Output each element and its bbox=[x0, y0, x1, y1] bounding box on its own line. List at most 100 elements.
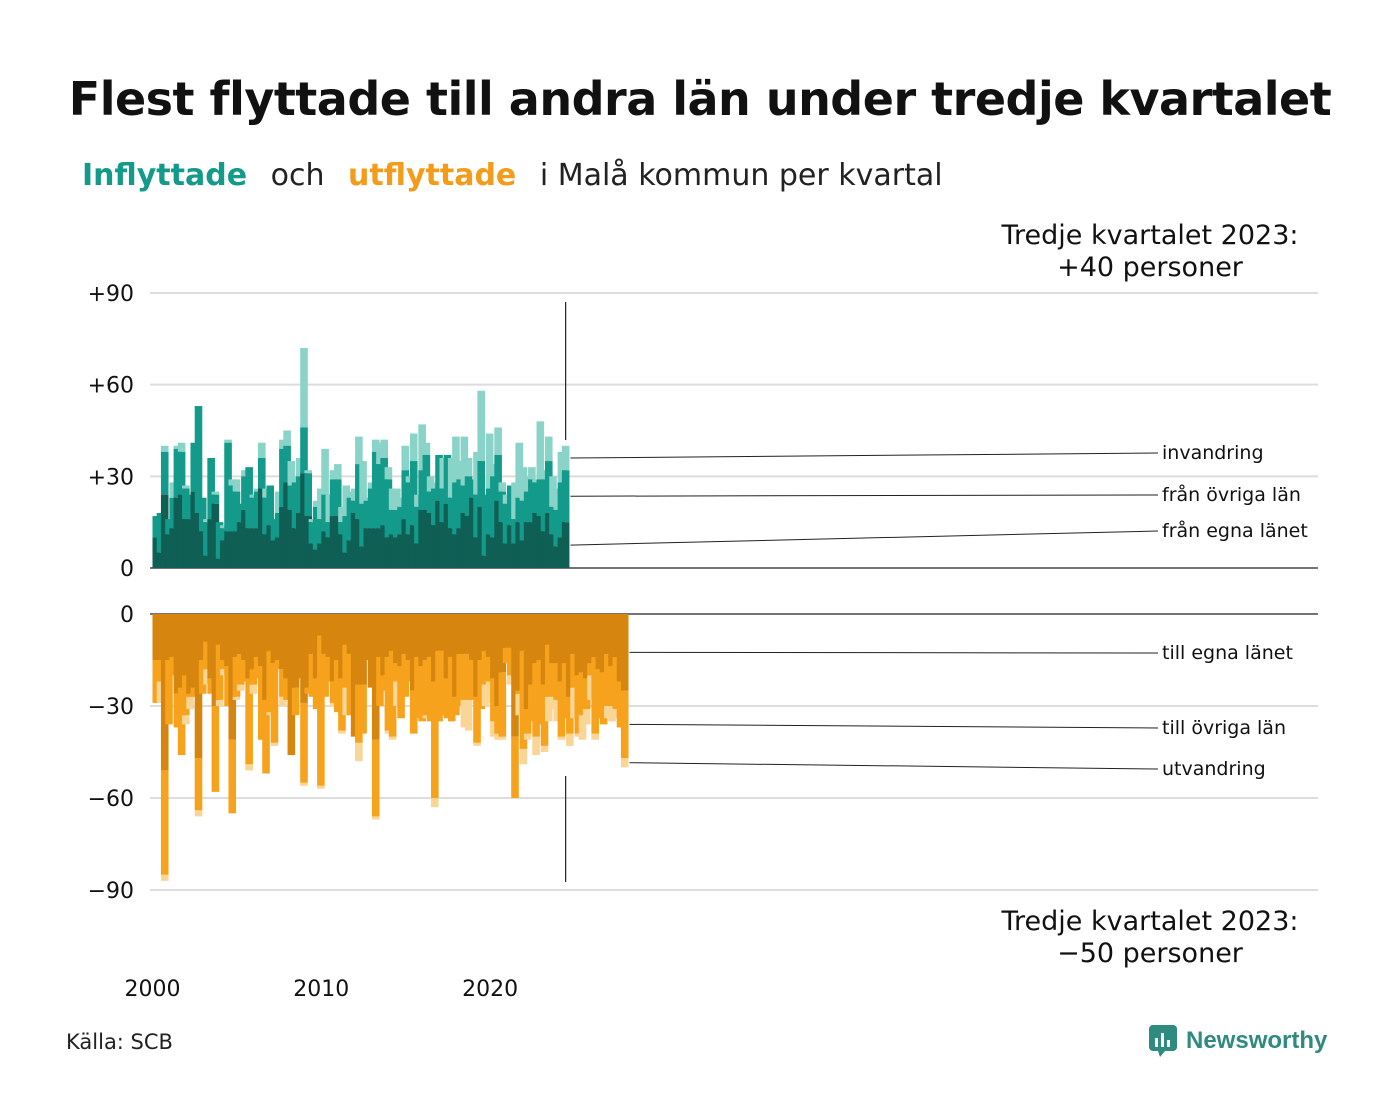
bar-out-own bbox=[236, 614, 245, 654]
bar-in-immigration bbox=[308, 519, 317, 523]
bar-out-emigration bbox=[182, 715, 190, 725]
bar-in-immigration bbox=[160, 445, 169, 452]
bar-in-immigration bbox=[485, 433, 494, 489]
bar-in-other bbox=[414, 506, 422, 544]
bar-out-own bbox=[283, 614, 291, 679]
bar-in-immigration bbox=[422, 442, 431, 455]
bar-out-own bbox=[515, 614, 524, 691]
bar-out-other bbox=[557, 681, 566, 737]
newsworthy-logo: Newsworthy bbox=[1148, 1024, 1327, 1058]
bar-in-other bbox=[350, 500, 359, 513]
bar-out-emigration bbox=[249, 684, 258, 694]
bar-out-own bbox=[532, 614, 540, 664]
bar-out-other bbox=[561, 663, 570, 719]
bar-in-other bbox=[557, 482, 566, 538]
bar-in-immigration bbox=[384, 467, 393, 480]
xtick-label: 2000 bbox=[125, 977, 181, 1002]
bar-in-other bbox=[464, 476, 473, 517]
bar-in-immigration bbox=[549, 476, 557, 507]
bar-in-other bbox=[338, 522, 346, 535]
bar-in-immigration bbox=[426, 476, 435, 492]
bar-out-emigration bbox=[523, 733, 532, 740]
bar-out-own bbox=[295, 614, 304, 679]
bar-out-own bbox=[608, 614, 616, 667]
bar-in-other bbox=[156, 513, 165, 553]
bar-out-own bbox=[376, 614, 384, 657]
bar-in-other bbox=[186, 494, 194, 520]
bar-in-own bbox=[312, 549, 321, 568]
bottom-ytick-label: −60 bbox=[88, 787, 134, 812]
bar-in-immigration bbox=[283, 430, 291, 446]
bar-in-own bbox=[262, 534, 270, 568]
bar-in-other bbox=[443, 454, 452, 504]
bar-in-own bbox=[321, 531, 329, 568]
bar-out-emigration bbox=[220, 669, 228, 676]
bar-in-own bbox=[544, 513, 553, 568]
bar-in-own bbox=[473, 537, 481, 568]
bar-out-own bbox=[245, 614, 253, 679]
bar-out-other bbox=[224, 666, 232, 706]
bar-out-other bbox=[435, 650, 443, 722]
bar-out-emigration bbox=[160, 874, 169, 881]
bar-out-own bbox=[274, 614, 283, 660]
bar-out-emigration bbox=[329, 702, 338, 706]
bar-in-other bbox=[431, 488, 439, 526]
bar-out-other bbox=[258, 666, 266, 740]
annotation-top-line1: Tredje kvartalet 2023: bbox=[1001, 220, 1299, 251]
bar-in-other bbox=[215, 522, 224, 559]
bar-in-own bbox=[380, 525, 388, 568]
bar-in-other bbox=[224, 442, 232, 532]
bar-out-emigration bbox=[266, 712, 275, 716]
bar-out-own bbox=[485, 614, 494, 657]
bar-out-emigration bbox=[232, 696, 241, 700]
bar-in-other bbox=[300, 427, 308, 474]
bar-in-other bbox=[190, 442, 199, 492]
bar-out-own bbox=[165, 614, 173, 660]
bar-in-other bbox=[245, 467, 253, 529]
bar-in-other bbox=[447, 497, 456, 529]
bar-in-own bbox=[439, 522, 448, 568]
bar-out-other bbox=[422, 660, 431, 716]
bar-out-other bbox=[553, 663, 561, 700]
bar-in-own bbox=[317, 543, 325, 568]
series-leader-line bbox=[570, 452, 1159, 459]
bar-in-own bbox=[300, 473, 308, 568]
bar-out-other bbox=[405, 660, 414, 682]
bar-in-other bbox=[540, 479, 549, 532]
bar-in-immigration bbox=[325, 494, 334, 523]
bar-out-own bbox=[211, 614, 220, 706]
subtitle-inflyttade: Inflyttade bbox=[82, 158, 248, 193]
bar-in-own bbox=[245, 528, 253, 568]
bar-in-own bbox=[228, 531, 237, 568]
bar-out-other bbox=[253, 656, 262, 679]
bar-out-other bbox=[523, 709, 532, 734]
bar-out-other bbox=[595, 669, 604, 719]
bar-out-own bbox=[338, 614, 346, 679]
bar-in-immigration bbox=[258, 442, 266, 458]
bar-in-own bbox=[388, 534, 397, 568]
bar-out-emigration bbox=[355, 742, 363, 762]
bar-in-immigration bbox=[304, 470, 313, 474]
bar-out-other bbox=[393, 663, 401, 682]
bar-out-emigration bbox=[574, 733, 583, 737]
bar-out-own bbox=[418, 614, 426, 667]
bar-out-other bbox=[190, 687, 199, 697]
bar-in-other bbox=[160, 451, 169, 495]
bar-out-emigration bbox=[557, 736, 566, 740]
bar-out-other bbox=[236, 653, 245, 685]
bar-out-other bbox=[409, 690, 418, 734]
bar-in-other bbox=[528, 479, 536, 523]
bar-out-other bbox=[544, 644, 553, 697]
bar-in-immigration bbox=[460, 436, 469, 486]
bar-in-own bbox=[207, 519, 215, 568]
bar-out-own bbox=[481, 614, 490, 651]
bar-in-immigration bbox=[173, 445, 182, 449]
bar-out-other bbox=[616, 681, 625, 728]
bar-in-immigration bbox=[169, 482, 177, 498]
bar-in-other bbox=[165, 519, 173, 535]
bar-out-own bbox=[528, 614, 536, 685]
bar-out-emigration bbox=[342, 687, 350, 716]
xtick-label: 2010 bbox=[293, 977, 349, 1002]
bar-out-own bbox=[540, 614, 549, 685]
bar-in-immigration bbox=[228, 479, 237, 486]
